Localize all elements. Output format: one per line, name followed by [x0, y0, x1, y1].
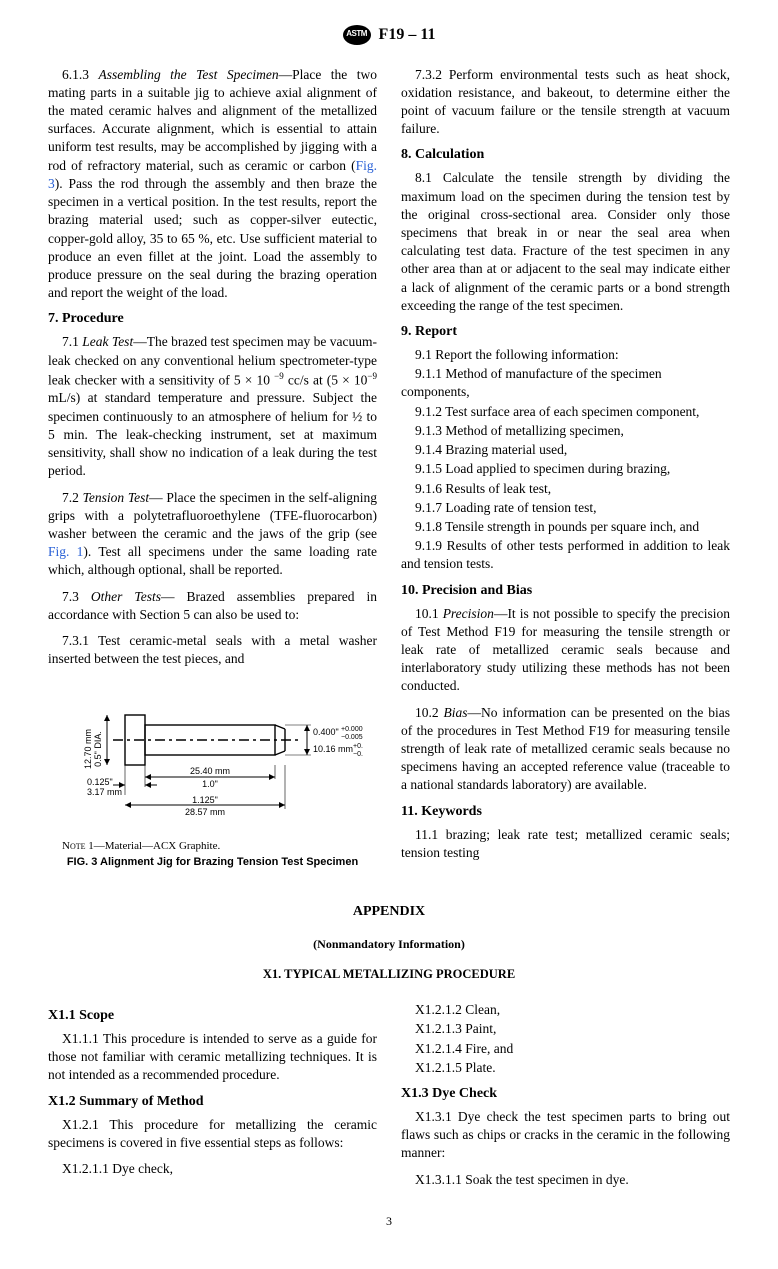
para-x1.2.1.2: X1.2.1.2 Clean, — [401, 1001, 730, 1019]
designation: F19 – 11 — [379, 24, 436, 46]
para-7.3: 7.3 Other Tests— Brazed assemblies prepa… — [48, 588, 377, 624]
para-9.1.8: 9.1.8 Tensile strength in pounds per squ… — [401, 518, 730, 536]
para-7.2: 7.2 Tension Test— Place the specimen in … — [48, 489, 377, 580]
para-7.3.2: 7.3.2 Perform environmental tests such a… — [401, 66, 730, 139]
para-9.1.7: 9.1.7 Loading rate of tension test, — [401, 499, 730, 517]
section-8-title: 8. Calculation — [401, 146, 730, 165]
para-x1.2.1.1: X1.2.1.1 Dye check, — [48, 1160, 377, 1178]
para-9.1.5: 9.1.5 Load applied to specimen during br… — [401, 460, 730, 478]
appendix-subheader: (Nonmandatory Information) — [48, 936, 730, 952]
body-columns: 6.1.3 Assembling the Test Specimen—Place… — [48, 66, 730, 876]
figure-3-note: Note 1—Material—ACX Graphite. — [48, 839, 377, 854]
section-x1.2: X1.2 Summary of Method — [48, 1093, 377, 1112]
page-header: ASTM F19 – 11 — [48, 24, 730, 46]
para-10.1: 10.1 Precision—It is not possible to spe… — [401, 605, 730, 696]
svg-text:0.125": 0.125" — [87, 777, 113, 787]
para-9.1: 9.1 Report the following information: — [401, 346, 730, 364]
para-x1.2.1.4: X1.2.1.4 Fire, and — [401, 1040, 730, 1058]
svg-text:−0.005: −0.005 — [341, 734, 363, 741]
svg-text:1.0": 1.0" — [202, 779, 218, 789]
para-6.1.3: 6.1.3 Assembling the Test Specimen—Place… — [48, 66, 377, 303]
appendix-header: APPENDIX — [48, 903, 730, 922]
para-7.1: 7.1 Leak Test—The brazed test specimen m… — [48, 333, 377, 480]
para-x1.2.1.3: X1.2.1.3 Paint, — [401, 1020, 730, 1038]
para-x1.2.1: X1.2.1 This procedure for metallizing th… — [48, 1116, 377, 1152]
figure-3-svg: 0.5" DIA. 12.70 mm 0.400" +0.000 −0.005 … — [63, 677, 363, 837]
svg-text:+0.00: +0.00 — [353, 743, 363, 750]
para-x1.3.1: X1.3.1 Dye check the test specimen parts… — [401, 1108, 730, 1163]
svg-text:+0.000: +0.000 — [341, 726, 363, 733]
section-11-title: 11. Keywords — [401, 803, 730, 822]
para-9.1.9: 9.1.9 Results of other tests performed i… — [401, 537, 730, 573]
svg-text:12.70 mm: 12.70 mm — [83, 729, 93, 769]
section-10-title: 10. Precision and Bias — [401, 582, 730, 601]
para-10.2: 10.2 Bias—No information can be presente… — [401, 704, 730, 795]
para-9.1.2: 9.1.2 Test surface area of each specimen… — [401, 403, 730, 421]
astm-logo: ASTM — [343, 25, 371, 45]
para-9.1.3: 9.1.3 Method of metallizing specimen, — [401, 422, 730, 440]
para-x1.1.1: X1.1.1 This procedure is intended to ser… — [48, 1030, 377, 1085]
para-9.1.1: 9.1.1 Method of manufacture of the speci… — [401, 365, 730, 401]
figure-3: 0.5" DIA. 12.70 mm 0.400" +0.000 −0.005 … — [48, 677, 377, 871]
para-11.1: 11.1 brazing; leak rate test; metallized… — [401, 826, 730, 862]
para-x1.2.1.5: X1.2.1.5 Plate. — [401, 1059, 730, 1077]
svg-text:3.17 mm: 3.17 mm — [87, 787, 122, 797]
section-x1.1: X1.1 Scope — [48, 1007, 377, 1026]
section-7-title: 7. Procedure — [48, 310, 377, 329]
para-9.1.4: 9.1.4 Brazing material used, — [401, 441, 730, 459]
svg-text:1.125": 1.125" — [192, 795, 218, 805]
para-x1.3.1.1: X1.3.1.1 Soak the test specimen in dye. — [401, 1171, 730, 1189]
figure-3-caption: FIG. 3 Alignment Jig for Brazing Tension… — [48, 855, 377, 870]
page-number: 3 — [48, 1213, 730, 1229]
para-8.1: 8.1 Calculate the tensile strength by di… — [401, 169, 730, 315]
appendix-title: X1. TYPICAL METALLIZING PROCEDURE — [48, 966, 730, 983]
svg-text:−0.13: −0.13 — [353, 751, 363, 758]
figref-1: Fig. 1 — [48, 544, 83, 559]
svg-text:0.5" DIA.: 0.5" DIA. — [93, 731, 103, 767]
section-x1.3: X1.3 Dye Check — [401, 1085, 730, 1104]
svg-text:28.57 mm: 28.57 mm — [184, 807, 224, 817]
para-9.1.6: 9.1.6 Results of leak test, — [401, 480, 730, 498]
svg-text:0.400": 0.400" — [313, 727, 339, 737]
para-7.3.1: 7.3.1 Test ceramic-metal seals with a me… — [48, 632, 377, 668]
svg-text:10.16 mm: 10.16 mm — [313, 744, 353, 754]
appendix-columns: X1.1 Scope X1.1.1 This procedure is inte… — [48, 1001, 730, 1189]
section-9-title: 9. Report — [401, 323, 730, 342]
svg-text:25.40 mm: 25.40 mm — [189, 766, 229, 776]
